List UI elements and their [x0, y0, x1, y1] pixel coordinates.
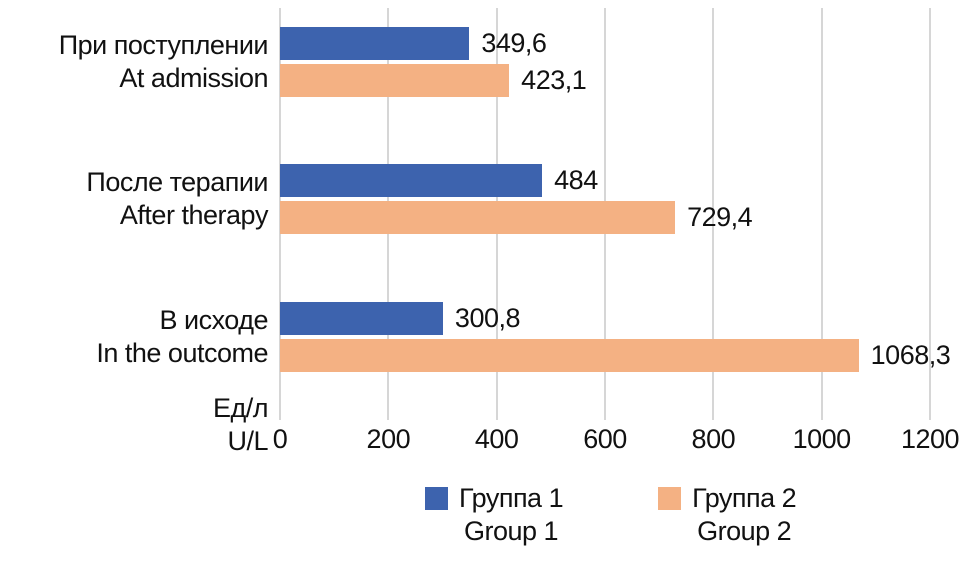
legend-label-ru: Группа 1	[459, 483, 564, 513]
value-label: 349,6	[481, 28, 547, 58]
bar-series1-cat1	[280, 27, 470, 60]
unit-label-en: U/L	[227, 426, 268, 456]
value-label: 729,4	[687, 202, 753, 233]
axis-unit-label: Ед/л U/L	[0, 392, 269, 458]
value-label: 423,1	[521, 65, 587, 95]
x-tick-label: 200	[366, 424, 411, 454]
legend-label-en: Group 1	[464, 516, 559, 546]
legend-label-ru: Группа 2	[692, 483, 797, 513]
x-tick-label: 400	[474, 424, 519, 454]
category-label-ru: При поступлении	[58, 30, 269, 60]
value-label: 300,8	[454, 302, 521, 333]
gridline	[820, 8, 823, 420]
bar-series2-cat1	[280, 64, 510, 97]
x-tick-label: 0	[272, 424, 288, 454]
category-label-ru: После терапии	[86, 167, 268, 198]
category-label: После терапии After therapy	[0, 166, 268, 232]
value-label: 1068,3	[870, 339, 951, 370]
category-label-en: After therapy	[119, 200, 269, 231]
bar-series2-cat2	[280, 201, 676, 235]
category-label-en: At admission	[119, 63, 268, 93]
category-label-ru: В исходе	[159, 304, 269, 335]
gridline	[929, 8, 931, 420]
plot-area: 349,6 423,1 484 729,4 300,8 1068,3	[279, 8, 951, 420]
bar-series1-cat3	[280, 301, 443, 335]
x-tick-label: 1200	[900, 424, 960, 454]
legend-entry: Группа 1 Group 1	[425, 482, 564, 548]
x-tick-label: 1000	[792, 424, 852, 454]
category-label: В исходе In the outcome	[0, 304, 268, 370]
category-label: При поступлении At admission	[0, 29, 269, 95]
unit-label-ru: Ед/л	[212, 393, 269, 423]
legend-swatch	[658, 487, 682, 510]
gridline	[712, 8, 715, 420]
bar-series1-cat2	[280, 164, 543, 198]
x-tick-label: 600	[583, 424, 627, 454]
legend-entry: Группа 2 Group 2	[658, 482, 797, 548]
x-tick-label: 800	[691, 424, 736, 454]
legend-label-en: Group 2	[697, 516, 792, 546]
legend: Группа 1 Group 1 Группа 2 Group 2	[425, 482, 797, 548]
bar-series2-cat3	[280, 338, 859, 372]
category-label-en: In the outcome	[96, 337, 268, 368]
value-label: 484	[554, 165, 598, 196]
legend-label: Группа 2 Group 2	[692, 482, 797, 548]
legend-swatch	[425, 487, 448, 510]
legend-label: Группа 1 Group 1	[459, 482, 564, 548]
